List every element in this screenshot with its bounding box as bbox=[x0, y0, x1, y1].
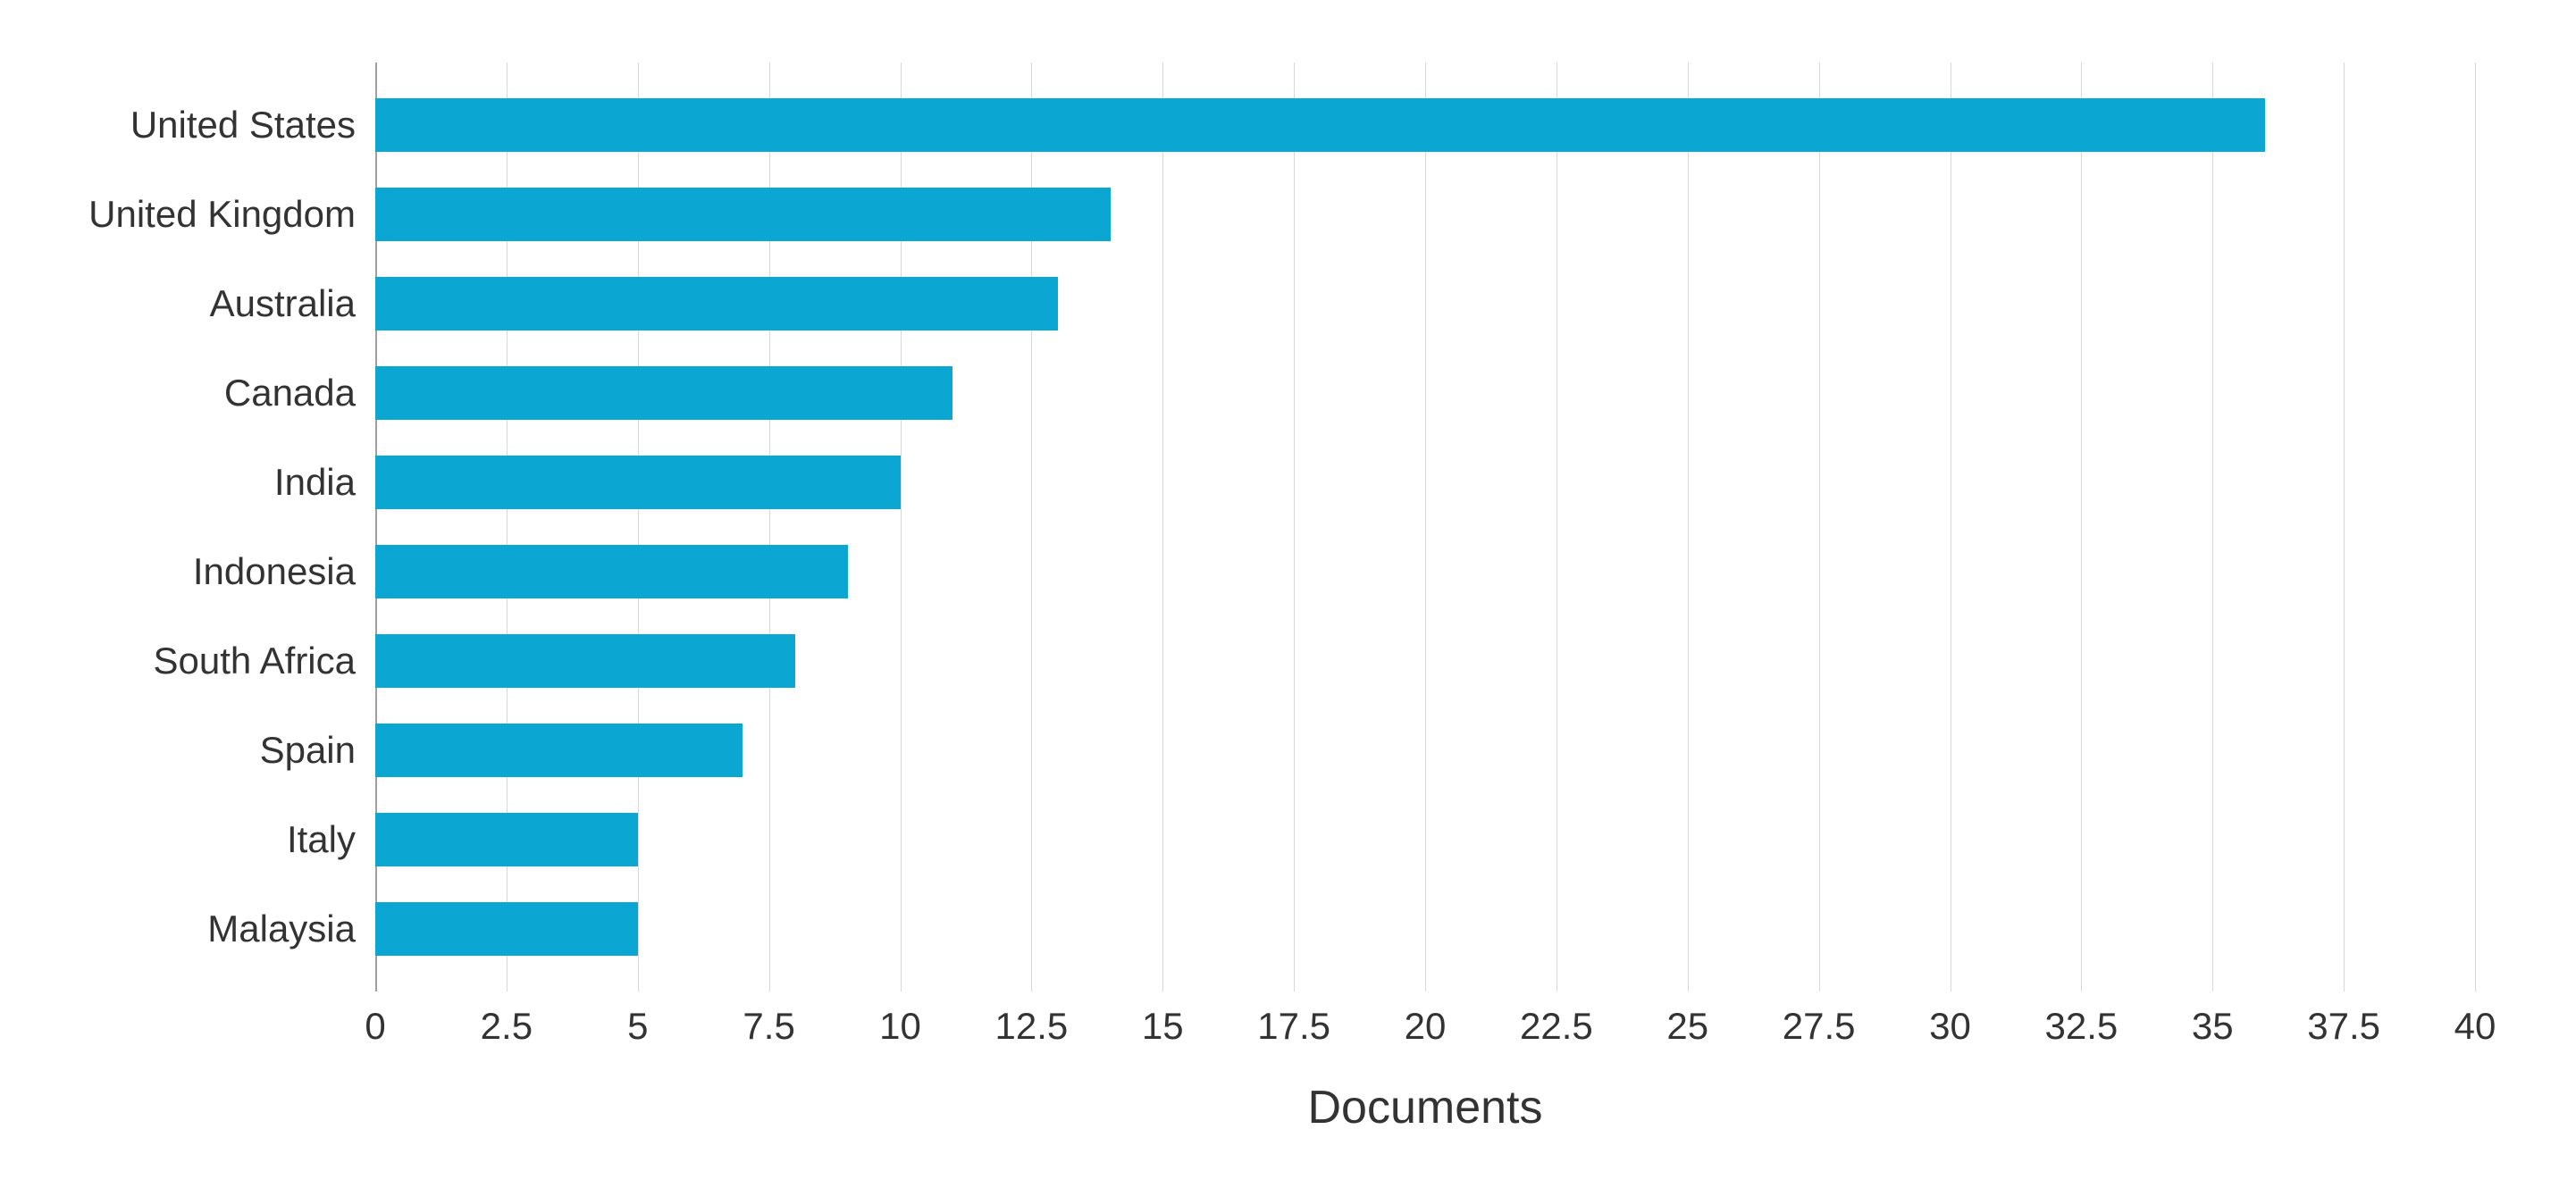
plot-area bbox=[375, 63, 2475, 991]
bar-row bbox=[375, 634, 2475, 688]
bar-row bbox=[375, 902, 2475, 956]
x-label: 7.5 bbox=[743, 1005, 794, 1048]
x-label: 15 bbox=[1142, 1005, 1184, 1048]
y-label: Indonesia bbox=[36, 545, 366, 598]
bar bbox=[375, 98, 2265, 152]
bar bbox=[375, 902, 638, 956]
bar bbox=[375, 634, 795, 688]
x-label: 20 bbox=[1405, 1005, 1447, 1048]
x-label: 12.5 bbox=[995, 1005, 1069, 1048]
documents-by-country-chart: United States United Kingdom Australia Cana… bbox=[36, 36, 2538, 1152]
x-label: 17.5 bbox=[1257, 1005, 1330, 1048]
bar-row bbox=[375, 724, 2475, 777]
x-label: 37.5 bbox=[2307, 1005, 2380, 1048]
bar-row bbox=[375, 545, 2475, 598]
bar bbox=[375, 188, 1111, 241]
x-label: 2.5 bbox=[481, 1005, 533, 1048]
x-label: 25 bbox=[1666, 1005, 1708, 1048]
bar bbox=[375, 724, 743, 777]
x-label: 5 bbox=[627, 1005, 648, 1048]
y-label: Canada bbox=[36, 366, 366, 420]
bar bbox=[375, 456, 901, 509]
x-label: 32.5 bbox=[2045, 1005, 2119, 1048]
x-axis-labels: 02.557.51012.51517.52022.52527.53032.535… bbox=[375, 1005, 2475, 1050]
y-label: Italy bbox=[36, 813, 366, 866]
y-label: Australia bbox=[36, 277, 366, 330]
y-label: United Kingdom bbox=[36, 188, 366, 241]
bars-area bbox=[375, 63, 2475, 991]
x-label: 40 bbox=[2454, 1005, 2496, 1048]
bar-row bbox=[375, 366, 2475, 420]
bar bbox=[375, 277, 1058, 330]
bar-row bbox=[375, 456, 2475, 509]
bar bbox=[375, 545, 848, 598]
x-label: 35 bbox=[2192, 1005, 2234, 1048]
x-label: 22.5 bbox=[1520, 1005, 1593, 1048]
gridline bbox=[2475, 63, 2476, 991]
bar-row bbox=[375, 98, 2475, 152]
bar-row bbox=[375, 188, 2475, 241]
y-label: Malaysia bbox=[36, 902, 366, 956]
y-label: United States bbox=[36, 98, 366, 152]
y-label: Spain bbox=[36, 724, 366, 777]
bar bbox=[375, 366, 952, 420]
x-label: 10 bbox=[879, 1005, 921, 1048]
bar-row bbox=[375, 277, 2475, 330]
x-label: 30 bbox=[1929, 1005, 1971, 1048]
y-axis-labels: United States United Kingdom Australia Cana… bbox=[36, 63, 366, 991]
y-label: India bbox=[36, 456, 366, 509]
x-axis-title: Documents bbox=[375, 1081, 2475, 1134]
y-label: South Africa bbox=[36, 634, 366, 688]
bar bbox=[375, 813, 638, 866]
x-label: 0 bbox=[365, 1005, 385, 1048]
x-label: 27.5 bbox=[1783, 1005, 1856, 1048]
bar-row bbox=[375, 813, 2475, 866]
